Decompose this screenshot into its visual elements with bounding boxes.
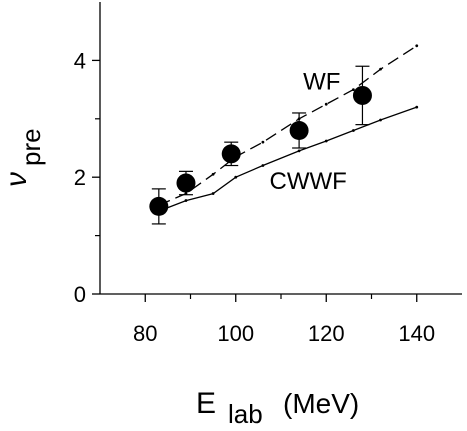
series-marker-cwwf — [415, 105, 419, 109]
data-point — [176, 173, 196, 193]
data-point — [352, 85, 372, 105]
series-marker-cwwf — [234, 175, 238, 179]
model-curves — [157, 44, 419, 213]
y-tick-label: 0 — [74, 282, 86, 307]
data-point — [221, 144, 241, 164]
series-marker-cwwf — [352, 129, 355, 132]
x-axis-title-unit: (MeV) — [283, 388, 359, 419]
series-line-cwwf — [158, 106, 418, 212]
series-marker-wf — [324, 102, 328, 106]
series-marker-cwwf — [261, 164, 265, 167]
series-marker-wf — [415, 44, 419, 48]
plot-frame — [99, 2, 462, 295]
y-axis-title-sub: pre — [16, 128, 46, 166]
data-point — [289, 120, 309, 140]
curve-label-cwwf: CWWF — [270, 168, 347, 195]
series-marker-wf — [261, 140, 265, 144]
series-marker-cwwf — [297, 149, 301, 153]
y-axis-title-main: ν — [0, 172, 33, 187]
x-tick-label: 100 — [217, 321, 254, 346]
curve-labels: WF CWWF — [270, 69, 347, 195]
experimental-points — [149, 65, 372, 225]
x-tick-label: 80 — [133, 321, 157, 346]
y-tick-label: 2 — [74, 165, 86, 190]
series-marker-wf — [211, 172, 215, 176]
series-marker-wf — [379, 67, 382, 71]
x-tick-label: 140 — [398, 321, 435, 346]
y-tick-label: 4 — [74, 48, 86, 73]
series-marker-cwwf — [184, 199, 188, 202]
series-marker-cwwf — [379, 118, 382, 122]
data-point — [149, 196, 169, 216]
x-axis-title-main: E — [196, 387, 216, 420]
series-marker-wf — [352, 88, 355, 91]
x-axis-title: E lab (MeV) — [196, 387, 359, 429]
y-axis-title: ν pre — [0, 128, 46, 187]
series-line-wf — [158, 45, 418, 206]
series-marker-cwwf — [324, 139, 328, 143]
axis-ticks: 0 2 4 80 100 120 140 — [74, 48, 435, 346]
x-tick-label: 120 — [308, 321, 345, 346]
curve-label-wf: WF — [303, 69, 340, 96]
series-marker-cwwf — [211, 192, 215, 195]
x-axis-title-sub: lab — [228, 399, 263, 429]
